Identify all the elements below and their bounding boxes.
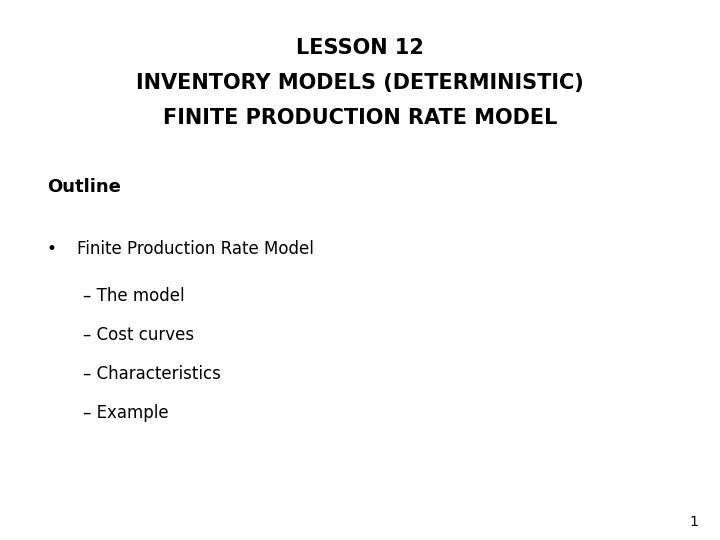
- Text: – The model: – The model: [83, 287, 184, 305]
- Text: 1: 1: [690, 515, 698, 529]
- Text: – Cost curves: – Cost curves: [83, 326, 194, 344]
- Text: FINITE PRODUCTION RATE MODEL: FINITE PRODUCTION RATE MODEL: [163, 108, 557, 128]
- Text: Finite Production Rate Model: Finite Production Rate Model: [77, 240, 314, 258]
- Text: INVENTORY MODELS (DETERMINISTIC): INVENTORY MODELS (DETERMINISTIC): [136, 73, 584, 93]
- Text: – Example: – Example: [83, 404, 168, 422]
- Text: •: •: [47, 240, 57, 258]
- Text: Outline: Outline: [47, 178, 121, 196]
- Text: – Characteristics: – Characteristics: [83, 365, 220, 383]
- Text: LESSON 12: LESSON 12: [296, 38, 424, 58]
